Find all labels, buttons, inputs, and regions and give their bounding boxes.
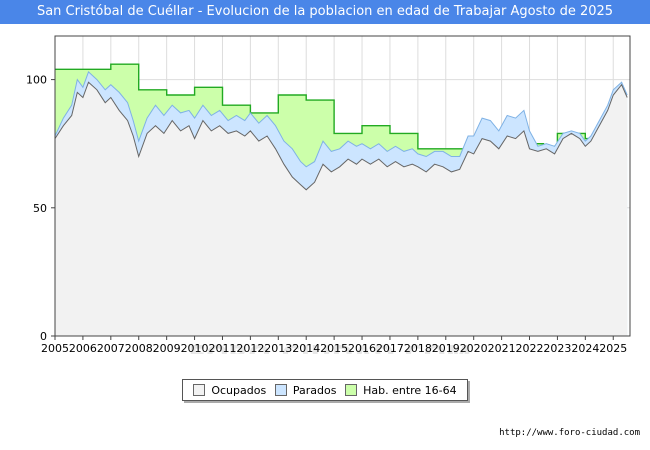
plot-frame [54,35,631,337]
legend-item-hab: Hab. entre 16-64 [345,384,457,397]
legend: Ocupados Parados Hab. entre 16-64 [182,379,468,401]
x-tick-label: 2016 [348,342,376,354]
legend-item-parados: Parados [274,383,337,397]
series-areas [54,63,628,337]
y-tick-label: 100 [26,74,47,87]
source-url[interactable]: http://www.foro-ciudad.com [499,428,640,438]
legend-swatch-ocupados [193,384,206,396]
line-ocupados [54,81,628,191]
x-tick-label: 2023 [543,342,571,354]
x-tick-label: 2014 [292,342,320,354]
x-tick-label: 2019 [432,342,460,354]
x-tick-label: 2011 [208,342,236,354]
watermark: FORO-CIUDAD.COM [188,341,471,354]
legend-item-ocupados: Ocupados [193,384,266,397]
x-tick-label: 2012 [236,342,264,354]
chart-title: San Cristóbal de Cuéllar - Evolucion de … [0,0,650,24]
line-parados [54,71,628,168]
legend-label-ocupados: Ocupados [211,383,267,397]
y-axis-ticks: 0 50 100 [26,74,55,343]
x-tick-label: 2025 [599,342,627,354]
y-tick-label: 0 [40,330,47,343]
x-tick-label: 2022 [516,342,544,354]
x-tick-label: 2010 [181,342,209,354]
x-tick-label: 2021 [488,342,516,354]
x-tick-label: 2015 [320,342,348,354]
x-tick-label: 2009 [153,342,181,354]
area-ocupados [55,82,628,336]
legend-label-hab: Hab. entre 16-64 [363,383,457,397]
x-tick-label: 2017 [376,342,404,354]
x-tick-label: 2013 [264,342,292,354]
x-tick-label: 2005 [41,342,69,354]
line-hab-entre-16-64 [55,63,594,150]
legend-swatch-parados [274,384,287,396]
x-tick-label: 2024 [571,342,599,354]
x-tick-label: 2020 [460,342,488,354]
x-tick-label: 2008 [125,342,153,354]
legend-label-parados: Parados [292,383,337,397]
x-tick-label: 2018 [404,342,432,354]
legend-swatch-hab [345,384,358,396]
y-tick-label: 50 [33,202,47,215]
x-axis-ticks: 2005 2006 2007 2008 2009 2010 2011 2012 2013 2014… [41,336,627,354]
x-tick-label: 2007 [97,342,125,354]
x-tick-label: 2006 [69,342,97,354]
